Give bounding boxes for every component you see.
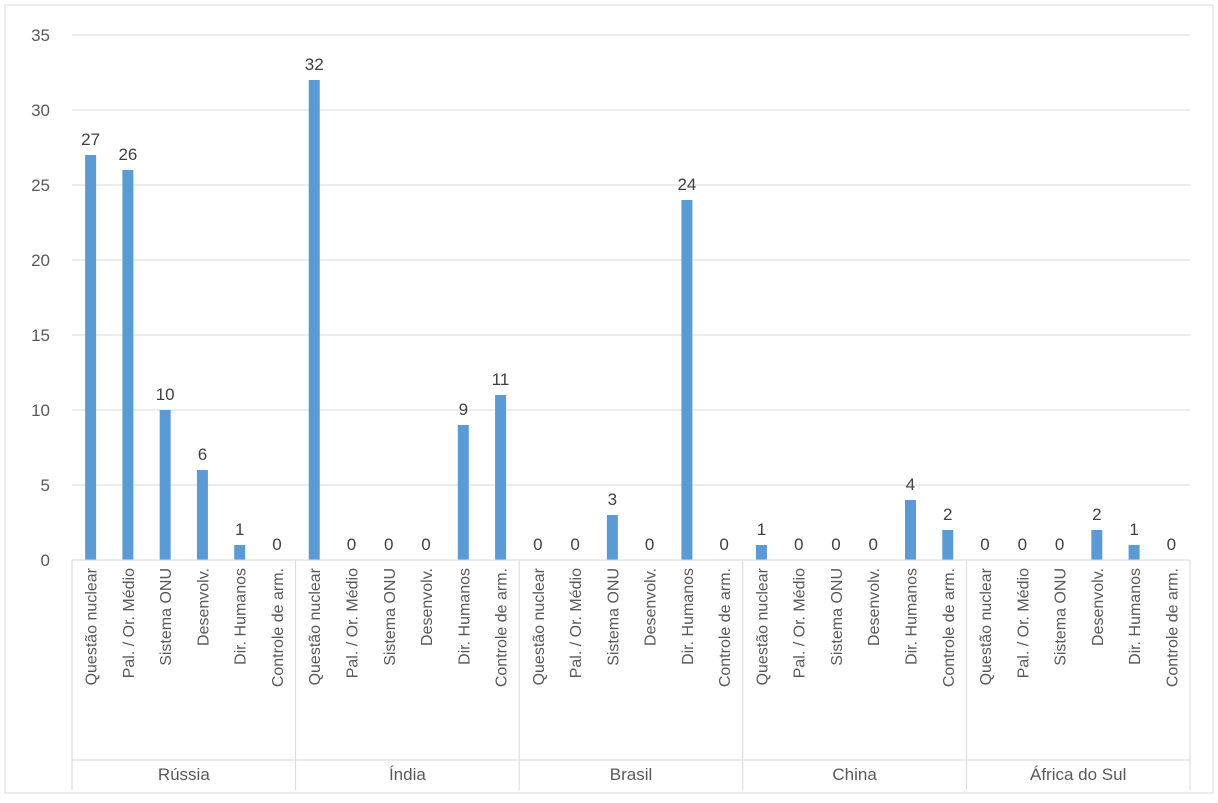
category-label: Dir. Humanos [904, 568, 921, 665]
chart-border [4, 4, 1214, 794]
y-tick-label: 15 [31, 326, 50, 345]
category-label: Controle de arm. [717, 568, 734, 687]
bar [85, 155, 97, 560]
data-label: 2 [943, 505, 952, 524]
data-label: 2 [1092, 505, 1101, 524]
category-label: Questão nuclear [754, 567, 771, 685]
data-label: 1 [1129, 520, 1138, 539]
y-tick-label: 20 [31, 251, 50, 270]
data-label: 0 [1018, 535, 1027, 554]
data-label: 4 [906, 475, 915, 494]
data-label: 0 [272, 535, 281, 554]
category-label: Desenvolv. [866, 568, 883, 646]
data-label: 24 [677, 175, 696, 194]
data-label: 0 [831, 535, 840, 554]
bars [85, 80, 1140, 560]
group-label: Brasil [610, 765, 653, 784]
category-label: Sistema ONU [605, 568, 622, 666]
data-label: 32 [305, 55, 324, 74]
data-label: 0 [868, 535, 877, 554]
category-label: Pal. / Or. Médio [121, 568, 138, 678]
data-label: 0 [384, 535, 393, 554]
bar [681, 200, 693, 560]
bar [905, 500, 916, 560]
y-axis-ticks: 0 5 10 15 20 25 30 35 [31, 26, 50, 570]
category-label: Desenvolv. [195, 568, 212, 646]
bar [457, 425, 469, 560]
category-label: Pal. / Or. Médio [345, 568, 362, 678]
bar [755, 545, 767, 560]
y-tick-label: 5 [41, 476, 50, 495]
y-tick-label: 10 [31, 401, 50, 420]
data-label: 0 [794, 535, 803, 554]
data-label: 0 [533, 535, 542, 554]
bar [606, 515, 618, 560]
category-label: Sistema ONU [1053, 568, 1070, 666]
data-label: 0 [1055, 535, 1064, 554]
group-label: África do Sul [1030, 765, 1126, 784]
data-label: 1 [235, 520, 244, 539]
data-label: 0 [645, 535, 654, 554]
y-tick-label: 0 [41, 551, 50, 570]
category-label: Controle de arm. [494, 568, 511, 687]
category-label: Desenvolv. [643, 568, 660, 646]
category-label: Dir. Humanos [680, 568, 697, 665]
category-label: Questão nuclear [307, 567, 324, 685]
bar [196, 470, 208, 560]
y-tick-label: 30 [31, 101, 50, 120]
data-label: 3 [608, 490, 617, 509]
data-label: 0 [421, 535, 430, 554]
bar [1091, 530, 1103, 560]
group-label: China [832, 765, 877, 784]
category-label: Controle de arm. [1164, 568, 1181, 687]
category-label: Questão nuclear [978, 567, 995, 685]
group-label: Rússia [158, 765, 211, 784]
data-label: 0 [570, 535, 579, 554]
data-label: 9 [459, 400, 468, 419]
category-label: Pal. / Or. Médio [1015, 568, 1032, 678]
category-label: Dir. Humanos [456, 568, 473, 665]
category-label: Sistema ONU [829, 568, 846, 666]
category-label: Pal. / Or. Médio [792, 568, 809, 678]
category-label: Sistema ONU [382, 568, 399, 666]
data-label: 1 [757, 520, 766, 539]
bar [308, 80, 320, 560]
bar [1128, 545, 1140, 560]
category-label: Controle de arm. [270, 568, 287, 687]
data-label: 6 [198, 445, 207, 464]
category-label: Desenvolv. [1090, 568, 1107, 646]
category-label: Desenvolv. [419, 568, 436, 646]
category-label: Dir. Humanos [233, 568, 250, 665]
group-label: Índia [389, 765, 426, 784]
y-tick-label: 35 [31, 26, 50, 45]
data-label: 0 [980, 535, 989, 554]
data-label: 11 [492, 370, 510, 389]
bar [122, 170, 134, 560]
bar [942, 530, 954, 560]
category-label: Sistema ONU [158, 568, 175, 666]
category-label: Pal. / Or. Médio [568, 568, 585, 678]
data-label: 10 [156, 385, 175, 404]
category-label: Controle de arm. [941, 568, 958, 687]
category-label: Dir. Humanos [1127, 568, 1144, 665]
gridlines [72, 34, 1190, 486]
category-label: Questão nuclear [84, 567, 101, 685]
category-label: Questão nuclear [531, 567, 548, 685]
data-label: 0 [1167, 535, 1176, 554]
bar [495, 395, 507, 560]
data-label: 26 [118, 145, 137, 164]
bar [234, 545, 246, 560]
bar [159, 410, 171, 560]
y-tick-label: 25 [31, 176, 50, 195]
x-axis: Questão nuclear Pal. / Or. Médio Sistema O… [71, 559, 1191, 790]
data-label: 27 [81, 130, 100, 149]
data-label: 0 [719, 535, 728, 554]
data-label: 0 [347, 535, 356, 554]
